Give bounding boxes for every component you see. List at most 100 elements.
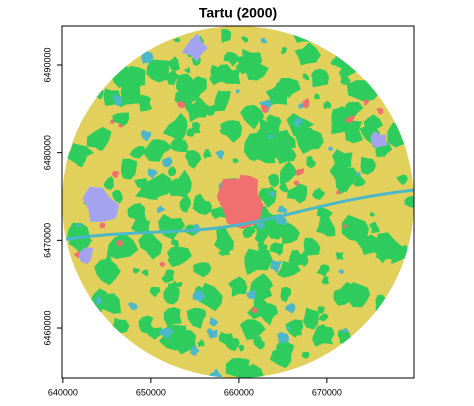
forest-patch: [210, 206, 226, 220]
wetland-patch: [190, 345, 200, 356]
settlement-patch: [99, 222, 106, 229]
wetland-patch: [341, 327, 349, 334]
forest-patch: [228, 276, 248, 298]
forest-patch: [86, 126, 112, 152]
wetland-patch: [284, 302, 296, 314]
forest-patch: [313, 93, 320, 100]
forest-patch: [163, 307, 182, 326]
x-tick-label: 660000: [224, 387, 254, 397]
forest-patch: [175, 329, 197, 355]
forest-patch: [232, 158, 239, 164]
forest-patch: [209, 67, 230, 86]
water-body: [79, 247, 94, 265]
forest-patch: [330, 58, 338, 66]
forest-patch: [112, 112, 130, 127]
forest-patch: [318, 313, 329, 322]
forest-patch: [376, 250, 387, 264]
forest-patch: [183, 97, 209, 123]
forest-patch: [265, 84, 288, 106]
settlement-patch: [116, 239, 124, 248]
chart-title: Tartu (2000): [199, 5, 277, 21]
forest-patch: [103, 176, 114, 190]
wetland-patch: [147, 168, 158, 179]
forest-patch: [280, 161, 298, 185]
urban-area: [234, 174, 258, 208]
forest-patch: [214, 90, 231, 112]
wetland-patch: [269, 259, 282, 274]
wetland-patch: [267, 134, 274, 140]
wetland-patch: [235, 89, 240, 94]
water-body: [82, 186, 120, 222]
settlement-patch: [261, 104, 270, 114]
wetland-patch: [156, 205, 166, 214]
forest-patch: [344, 103, 351, 112]
forest-patch: [129, 146, 146, 159]
forest-patch: [312, 324, 334, 347]
forest-patch: [338, 291, 346, 302]
settlement-patch: [159, 261, 167, 268]
wetland-patch: [206, 327, 218, 339]
forest-patch: [356, 234, 379, 255]
forest-patch: [65, 143, 94, 167]
forest-patch: [369, 221, 380, 234]
forest-patch: [369, 211, 375, 217]
forest-patch: [352, 175, 366, 187]
forest-patch: [252, 143, 276, 164]
water-body: [370, 131, 388, 148]
y-tick-label: 6490000: [42, 47, 52, 82]
forest-patch: [296, 330, 302, 336]
forest-patch: [312, 187, 326, 200]
y-tick-label: 6470000: [42, 223, 52, 258]
wetland-patch: [338, 269, 344, 274]
forest-patch: [138, 233, 163, 260]
forest-patch: [121, 83, 142, 105]
river: [62, 188, 414, 242]
forest-patch: [321, 276, 330, 285]
forest-patch: [166, 69, 182, 86]
forest-patch: [124, 164, 130, 171]
forest-patch: [240, 104, 265, 130]
settlement-patch: [293, 180, 300, 187]
forest-patch: [149, 286, 161, 298]
wetland-patch: [140, 129, 151, 142]
forest-patch: [244, 248, 273, 276]
settlement-patch: [251, 306, 259, 314]
forest-patch: [194, 200, 213, 215]
forest-patch: [218, 331, 234, 345]
forest-patch: [238, 344, 245, 352]
settlement-patch: [364, 98, 369, 106]
forest-patch: [184, 150, 202, 169]
wetland-patch: [159, 327, 174, 341]
settlement-patch: [296, 168, 305, 177]
forest-patch: [239, 319, 266, 340]
wetland-patch: [141, 51, 154, 64]
forest-patch: [273, 117, 279, 125]
forest-patch: [169, 169, 192, 198]
forest-patch: [323, 101, 332, 110]
forest-patch: [346, 282, 371, 308]
wetland-patch: [246, 289, 257, 300]
wetland-patch: [96, 296, 103, 306]
forest-patch: [186, 128, 194, 137]
wetland-patch: [127, 302, 138, 311]
forest-patch: [316, 204, 333, 221]
forest-patch: [203, 148, 212, 159]
forest-patch: [302, 73, 310, 81]
forest-patch: [197, 339, 205, 348]
forest-patch: [198, 282, 223, 312]
wetland-patch: [76, 223, 82, 228]
settlement-patch: [345, 115, 355, 123]
y-tick-label: 6460000: [42, 311, 52, 346]
forest-patch: [235, 48, 263, 75]
forest-patch: [316, 215, 336, 237]
forest-patch: [102, 293, 122, 314]
settlement-patch: [74, 250, 81, 259]
forest-patch: [335, 251, 344, 260]
forest-patch: [260, 303, 279, 326]
settlement-patch: [376, 107, 384, 115]
forest-patch: [68, 226, 93, 254]
forest-patch: [261, 221, 272, 231]
forest-patch: [192, 202, 204, 211]
forest-patch: [213, 227, 234, 252]
